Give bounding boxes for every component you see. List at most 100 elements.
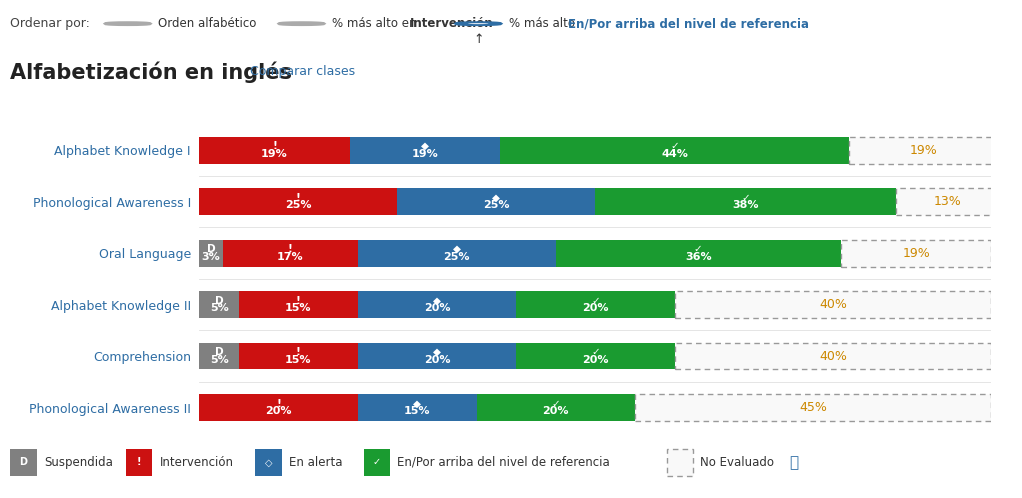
Bar [358,343,516,370]
Text: !: ! [276,398,281,408]
Bar [239,343,358,370]
Text: 40%: 40% [819,298,847,311]
Bar [501,137,848,164]
Circle shape [105,22,150,25]
Text: 17%: 17% [277,251,304,261]
Text: 36%: 36% [685,251,711,261]
Text: 25%: 25% [285,200,312,210]
Text: Comparar clases: Comparar clases [250,65,356,79]
Text: Suspendida: Suspendida [44,456,112,469]
Text: Intervención: Intervención [159,456,233,469]
Text: Orden alfabético: Orden alfabético [158,17,257,30]
Text: D: D [215,296,224,306]
Text: No Evaluado: No Evaluado [700,456,775,469]
Bar [358,394,476,421]
Text: Intervención: Intervención [410,17,494,30]
Text: ✓: ✓ [694,244,703,254]
Text: ◇: ◇ [265,457,272,468]
Text: 20%: 20% [424,355,450,365]
Text: !: ! [295,347,300,357]
Bar [199,188,398,215]
Bar [476,394,635,421]
Text: ◆: ◆ [413,398,421,408]
Text: !: ! [295,193,300,203]
Bar [350,137,501,164]
Text: ✓: ✓ [741,193,750,203]
Text: Ordenar por:: Ordenar por: [10,17,90,30]
Text: 13%: 13% [934,195,962,208]
Text: ⓘ: ⓘ [789,455,798,470]
Text: !: ! [295,296,300,306]
Text: D: D [215,347,224,357]
Text: En/Por arriba del nivel de referencia: En/Por arriba del nivel de referencia [398,456,610,469]
Text: D: D [206,244,216,254]
Text: 20%: 20% [424,303,450,313]
Bar [516,291,675,318]
Text: 38%: 38% [733,200,759,210]
Text: 3%: 3% [201,251,221,261]
Circle shape [279,22,324,25]
Text: ↑: ↑ [473,33,483,46]
FancyBboxPatch shape [666,449,693,476]
Bar [358,240,556,266]
Text: ◆: ◆ [493,193,501,203]
Text: Alfabetización en inglés: Alfabetización en inglés [10,61,292,83]
Text: ◆: ◆ [421,141,429,151]
Text: ◆: ◆ [433,296,440,306]
Bar [199,240,223,266]
FancyBboxPatch shape [675,291,991,318]
Text: 45%: 45% [799,401,827,414]
Circle shape [456,22,501,25]
Text: % más alto: % más alto [509,17,578,30]
FancyBboxPatch shape [635,394,991,421]
Text: 25%: 25% [444,251,470,261]
Text: ✓: ✓ [373,457,381,468]
Text: ✓: ✓ [591,296,600,306]
Text: ◆: ◆ [433,347,440,357]
Text: 40%: 40% [819,350,847,363]
Text: !: ! [137,457,141,468]
Bar [239,291,358,318]
Text: !: ! [272,141,277,151]
Text: 19%: 19% [412,149,438,159]
Bar [516,343,675,370]
Bar [556,240,841,266]
Bar [199,343,239,370]
Text: D: D [19,457,28,468]
FancyBboxPatch shape [675,343,991,370]
Bar [595,188,896,215]
FancyBboxPatch shape [126,449,152,476]
Text: 5%: 5% [210,355,229,365]
FancyBboxPatch shape [848,137,1000,164]
Text: 15%: 15% [404,406,430,416]
Text: 19%: 19% [911,144,938,157]
Text: 19%: 19% [262,149,288,159]
Bar [358,291,516,318]
Bar [398,188,595,215]
Text: 20%: 20% [543,406,569,416]
Text: 20%: 20% [583,355,608,365]
FancyBboxPatch shape [256,449,282,476]
Text: !: ! [288,244,293,254]
Text: En alerta: En alerta [289,456,342,469]
FancyBboxPatch shape [896,188,1000,215]
Text: 25%: 25% [483,200,510,210]
Bar [223,240,358,266]
Text: 20%: 20% [583,303,608,313]
Text: 15%: 15% [285,303,312,313]
Text: En/Por arriba del nivel de referencia: En/Por arriba del nivel de referencia [568,17,809,30]
Text: 19%: 19% [902,247,930,259]
FancyBboxPatch shape [364,449,390,476]
Text: 20%: 20% [266,406,291,416]
Text: % más alto en: % más alto en [332,17,420,30]
Text: ✓: ✓ [591,347,600,357]
Text: 15%: 15% [285,355,312,365]
Text: ✓: ✓ [670,141,679,151]
Bar [199,291,239,318]
Bar [199,394,358,421]
FancyBboxPatch shape [841,240,991,266]
Text: 44%: 44% [661,149,688,159]
Text: 5%: 5% [210,303,229,313]
Bar [199,137,350,164]
Text: ✓: ✓ [551,398,560,408]
